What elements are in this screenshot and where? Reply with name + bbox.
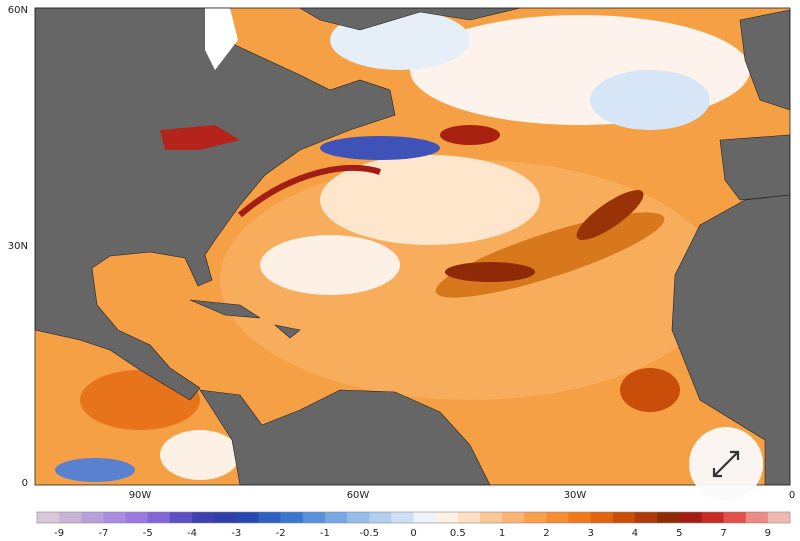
cold-anomaly [590,70,710,130]
colorbar-swatch [479,512,503,523]
colorbar-swatch [502,512,525,523]
colorbar-swatch [745,512,769,523]
colorbar-swatch [214,512,237,523]
colorbar-label: 0.5 [450,528,466,539]
colorbar-label: -7 [98,528,108,539]
colorbar-label: 0 [410,528,416,539]
colorbar-label: 9 [765,528,771,539]
colorbar-swatch [369,512,392,523]
ocean-shade [320,155,540,245]
colorbar-frame [36,511,791,524]
colorbar-swatch [391,512,414,523]
colorbar-swatch [324,512,348,523]
colorbar-label: 7 [720,528,726,539]
colorbar-swatch [723,512,747,523]
colorbar-label: -0.5 [359,528,379,539]
map-frame [34,7,791,486]
colorbar-swatch [457,512,481,523]
colorbar-label: -9 [54,528,64,539]
colorbar-swatch [280,512,304,523]
ice [205,8,238,70]
colorbar-swatch [679,512,702,523]
warm-anomaly [440,125,500,145]
colorbar-label: -2 [276,528,286,539]
colorbar-swatch [258,512,281,523]
expand-icon[interactable] [712,450,740,478]
colorbar-label: 1 [499,528,505,539]
ocean-shade [160,430,240,480]
colorbar-swatch [302,512,326,523]
lon-label: 30W [564,490,587,501]
colorbar-swatch [103,512,126,523]
colorbar-swatch [169,512,193,523]
cold-anomaly [320,136,440,160]
expand-button[interactable] [689,427,763,501]
lon-label: 60W [347,490,370,501]
colorbar-swatch [236,512,259,523]
colorbar-label: -5 [143,528,153,539]
lon-label: 90W [129,490,152,501]
colorbar-label: 2 [543,528,549,539]
colorbar: -9 -7 -5 -4 -3 -2 -1 -0.5 0 0.5 1 2 3 4 5 7 9 [36,511,791,539]
lat-label: 60N [8,5,28,16]
colorbar-swatch [767,512,791,523]
colorbar-swatch [546,512,569,523]
colorbar-label: 3 [587,528,593,539]
colorbar-label: 5 [676,528,682,539]
lat-label: 30N [8,241,28,252]
colorbar-swatch [612,512,636,523]
colorbar-swatch [568,512,591,523]
lat-label: 0 [22,478,28,489]
colorbar-label: 4 [632,528,638,539]
colorbar-label: -4 [187,528,197,539]
colorbar-swatch [147,512,171,523]
warm-anomaly [620,368,680,412]
colorbar-swatch [413,512,436,523]
colorbar-swatch [590,512,614,523]
warm-anomaly [445,262,535,282]
colorbar-swatch [37,512,60,523]
colorbar-swatch [347,512,370,523]
colorbar-label: -1 [320,528,330,539]
colorbar-swatch [125,512,149,523]
colorbar-swatch [634,512,658,523]
warm-anomaly [576,190,644,240]
lon-label: 0 [789,490,795,501]
colorbar-label: -3 [231,528,241,539]
colorbar-swatch [81,512,104,523]
cold-anomaly [55,458,135,482]
colorbar-swatch [701,512,724,523]
warm-anomaly [238,164,381,218]
colorbar-swatch [59,512,82,523]
great-lakes [160,125,240,150]
south-america [199,389,491,486]
map-area [34,7,791,486]
colorbar-swatch [657,512,680,523]
colorbar-swatch [524,512,547,523]
africa [671,194,791,486]
ocean-shade [260,235,400,295]
colorbar-swatch [435,512,459,523]
colorbar-swatch [192,512,215,523]
caribbean [189,299,301,339]
north-america [34,7,396,401]
